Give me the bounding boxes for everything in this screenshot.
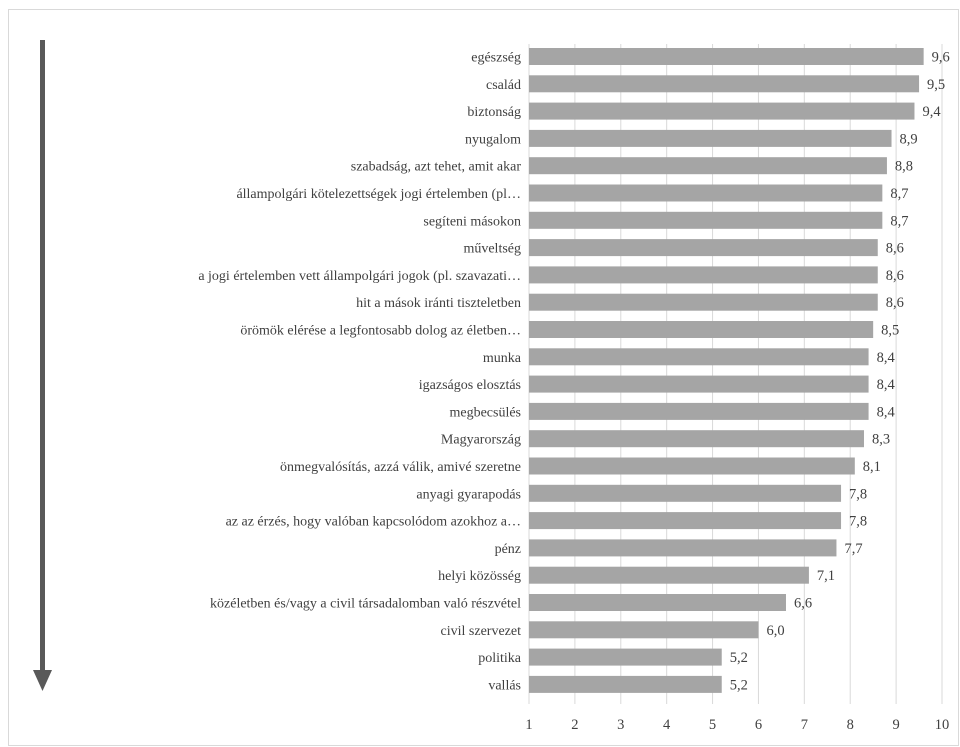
category-label: segíteni másokon [423, 214, 521, 229]
data-label: 8,8 [895, 159, 913, 175]
x-tick-label: 2 [571, 717, 578, 733]
category-label: biztonság [467, 105, 521, 120]
category-label: nyugalom [465, 132, 521, 147]
bars [529, 48, 924, 693]
category-label: a jogi értelemben vett állampolgári jogo… [198, 269, 521, 284]
bar [529, 129, 892, 147]
arrow-head-icon [33, 670, 52, 691]
category-label: egészség [471, 51, 521, 66]
bar [529, 566, 809, 584]
bar [529, 539, 837, 557]
data-label: 8,4 [877, 377, 896, 393]
category-label: szabadság, azt tehet, amit akar [351, 160, 522, 175]
bar [529, 48, 924, 65]
bar [529, 512, 842, 530]
bar [529, 293, 878, 311]
data-label: 8,4 [877, 350, 896, 366]
category-label: civil szervezet [441, 624, 522, 639]
value-labels: 9,6 9,5 9,48,9 8,8 8,7 8,7 8,6 8,6 8,6 8,5 8,4 8,4 8… [730, 50, 950, 694]
x-tick-label: 7 [801, 717, 808, 733]
category-label: műveltség [463, 242, 521, 257]
data-label: 5,2 [730, 677, 748, 693]
bar [529, 184, 883, 202]
data-label: 7,1 [817, 568, 835, 584]
category-label: politika [478, 651, 522, 666]
data-label: 7,7 [844, 541, 862, 557]
data-label: 8,4 [877, 404, 896, 420]
bar [529, 348, 869, 366]
category-label: közéletben és/vagy a civil társadalomban… [210, 597, 521, 612]
bar [529, 321, 874, 338]
data-label: 8,3 [872, 432, 890, 448]
bar [529, 157, 887, 175]
bar [529, 648, 722, 666]
category-label: pénz [495, 542, 521, 557]
category-label: Magyarország [441, 433, 521, 448]
bar [529, 266, 878, 284]
arrow-shaft [40, 40, 45, 672]
data-label: 8,6 [886, 268, 904, 284]
category-label: család [486, 78, 521, 93]
data-label: 5,2 [730, 650, 748, 666]
bar [529, 675, 722, 693]
data-label: 8,6 [886, 241, 904, 257]
category-label: megbecsülés [449, 405, 521, 420]
category-label: az az érzés, hogy valóban kapcsolódom az… [226, 515, 521, 530]
bar [529, 457, 855, 475]
x-tick-label: 10 [935, 717, 950, 733]
bar [529, 430, 864, 448]
data-label: 8,7 [890, 186, 908, 202]
category-label: hit a mások iránti tiszteletben [356, 296, 521, 311]
data-label: 8,1 [863, 459, 881, 475]
category-labels: egészség család biztonság nyugalom szabadság… [198, 51, 521, 694]
bar [529, 211, 883, 229]
x-tick-label: 9 [892, 717, 899, 733]
category-label: igazságos elosztás [419, 378, 521, 393]
x-axis-tick-labels: 1 2 3 4 5 6 7 8 9 10 [525, 717, 949, 733]
x-tick-label: 6 [755, 717, 762, 733]
bar [529, 102, 915, 120]
category-label: anyagi gyarapodás [416, 487, 521, 502]
bar [529, 75, 920, 93]
bar [529, 594, 786, 611]
data-label: 9,5 [927, 77, 945, 93]
category-label: önmegvalósítás, azzá válik, amivé szeret… [280, 460, 521, 475]
category-label: munka [483, 351, 522, 366]
data-label: 7,8 [849, 514, 867, 530]
bar [529, 621, 759, 639]
x-tick-label: 3 [617, 717, 624, 733]
data-label: 7,8 [849, 486, 867, 502]
bar [529, 484, 842, 502]
category-label: vallás [488, 678, 521, 693]
data-label: 8,9 [900, 131, 918, 147]
data-label: 8,7 [890, 213, 908, 229]
data-label: 9,6 [932, 50, 950, 66]
data-label: 8,6 [886, 295, 904, 311]
bar [529, 239, 878, 257]
x-tick-label: 5 [709, 717, 716, 733]
x-tick-label: 4 [663, 717, 671, 733]
category-label: örömök elérése a legfontosabb dolog az é… [240, 324, 521, 339]
x-tick-label: 1 [525, 717, 532, 733]
bar [529, 375, 869, 393]
ranking-arrow [33, 40, 52, 691]
data-label: 9,4 [922, 104, 941, 120]
category-label: helyi közösség [438, 569, 521, 584]
data-label: 6,0 [766, 623, 784, 639]
data-label: 6,6 [794, 596, 812, 612]
category-label: állampolgári kötelezettségek jogi értele… [236, 187, 521, 202]
data-label: 8,5 [881, 323, 899, 339]
x-tick-label: 8 [847, 717, 854, 733]
bar [529, 402, 869, 420]
